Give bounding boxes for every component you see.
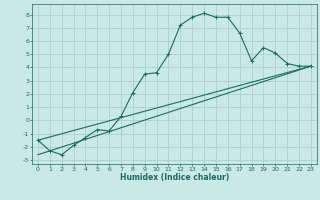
X-axis label: Humidex (Indice chaleur): Humidex (Indice chaleur) [120,173,229,182]
